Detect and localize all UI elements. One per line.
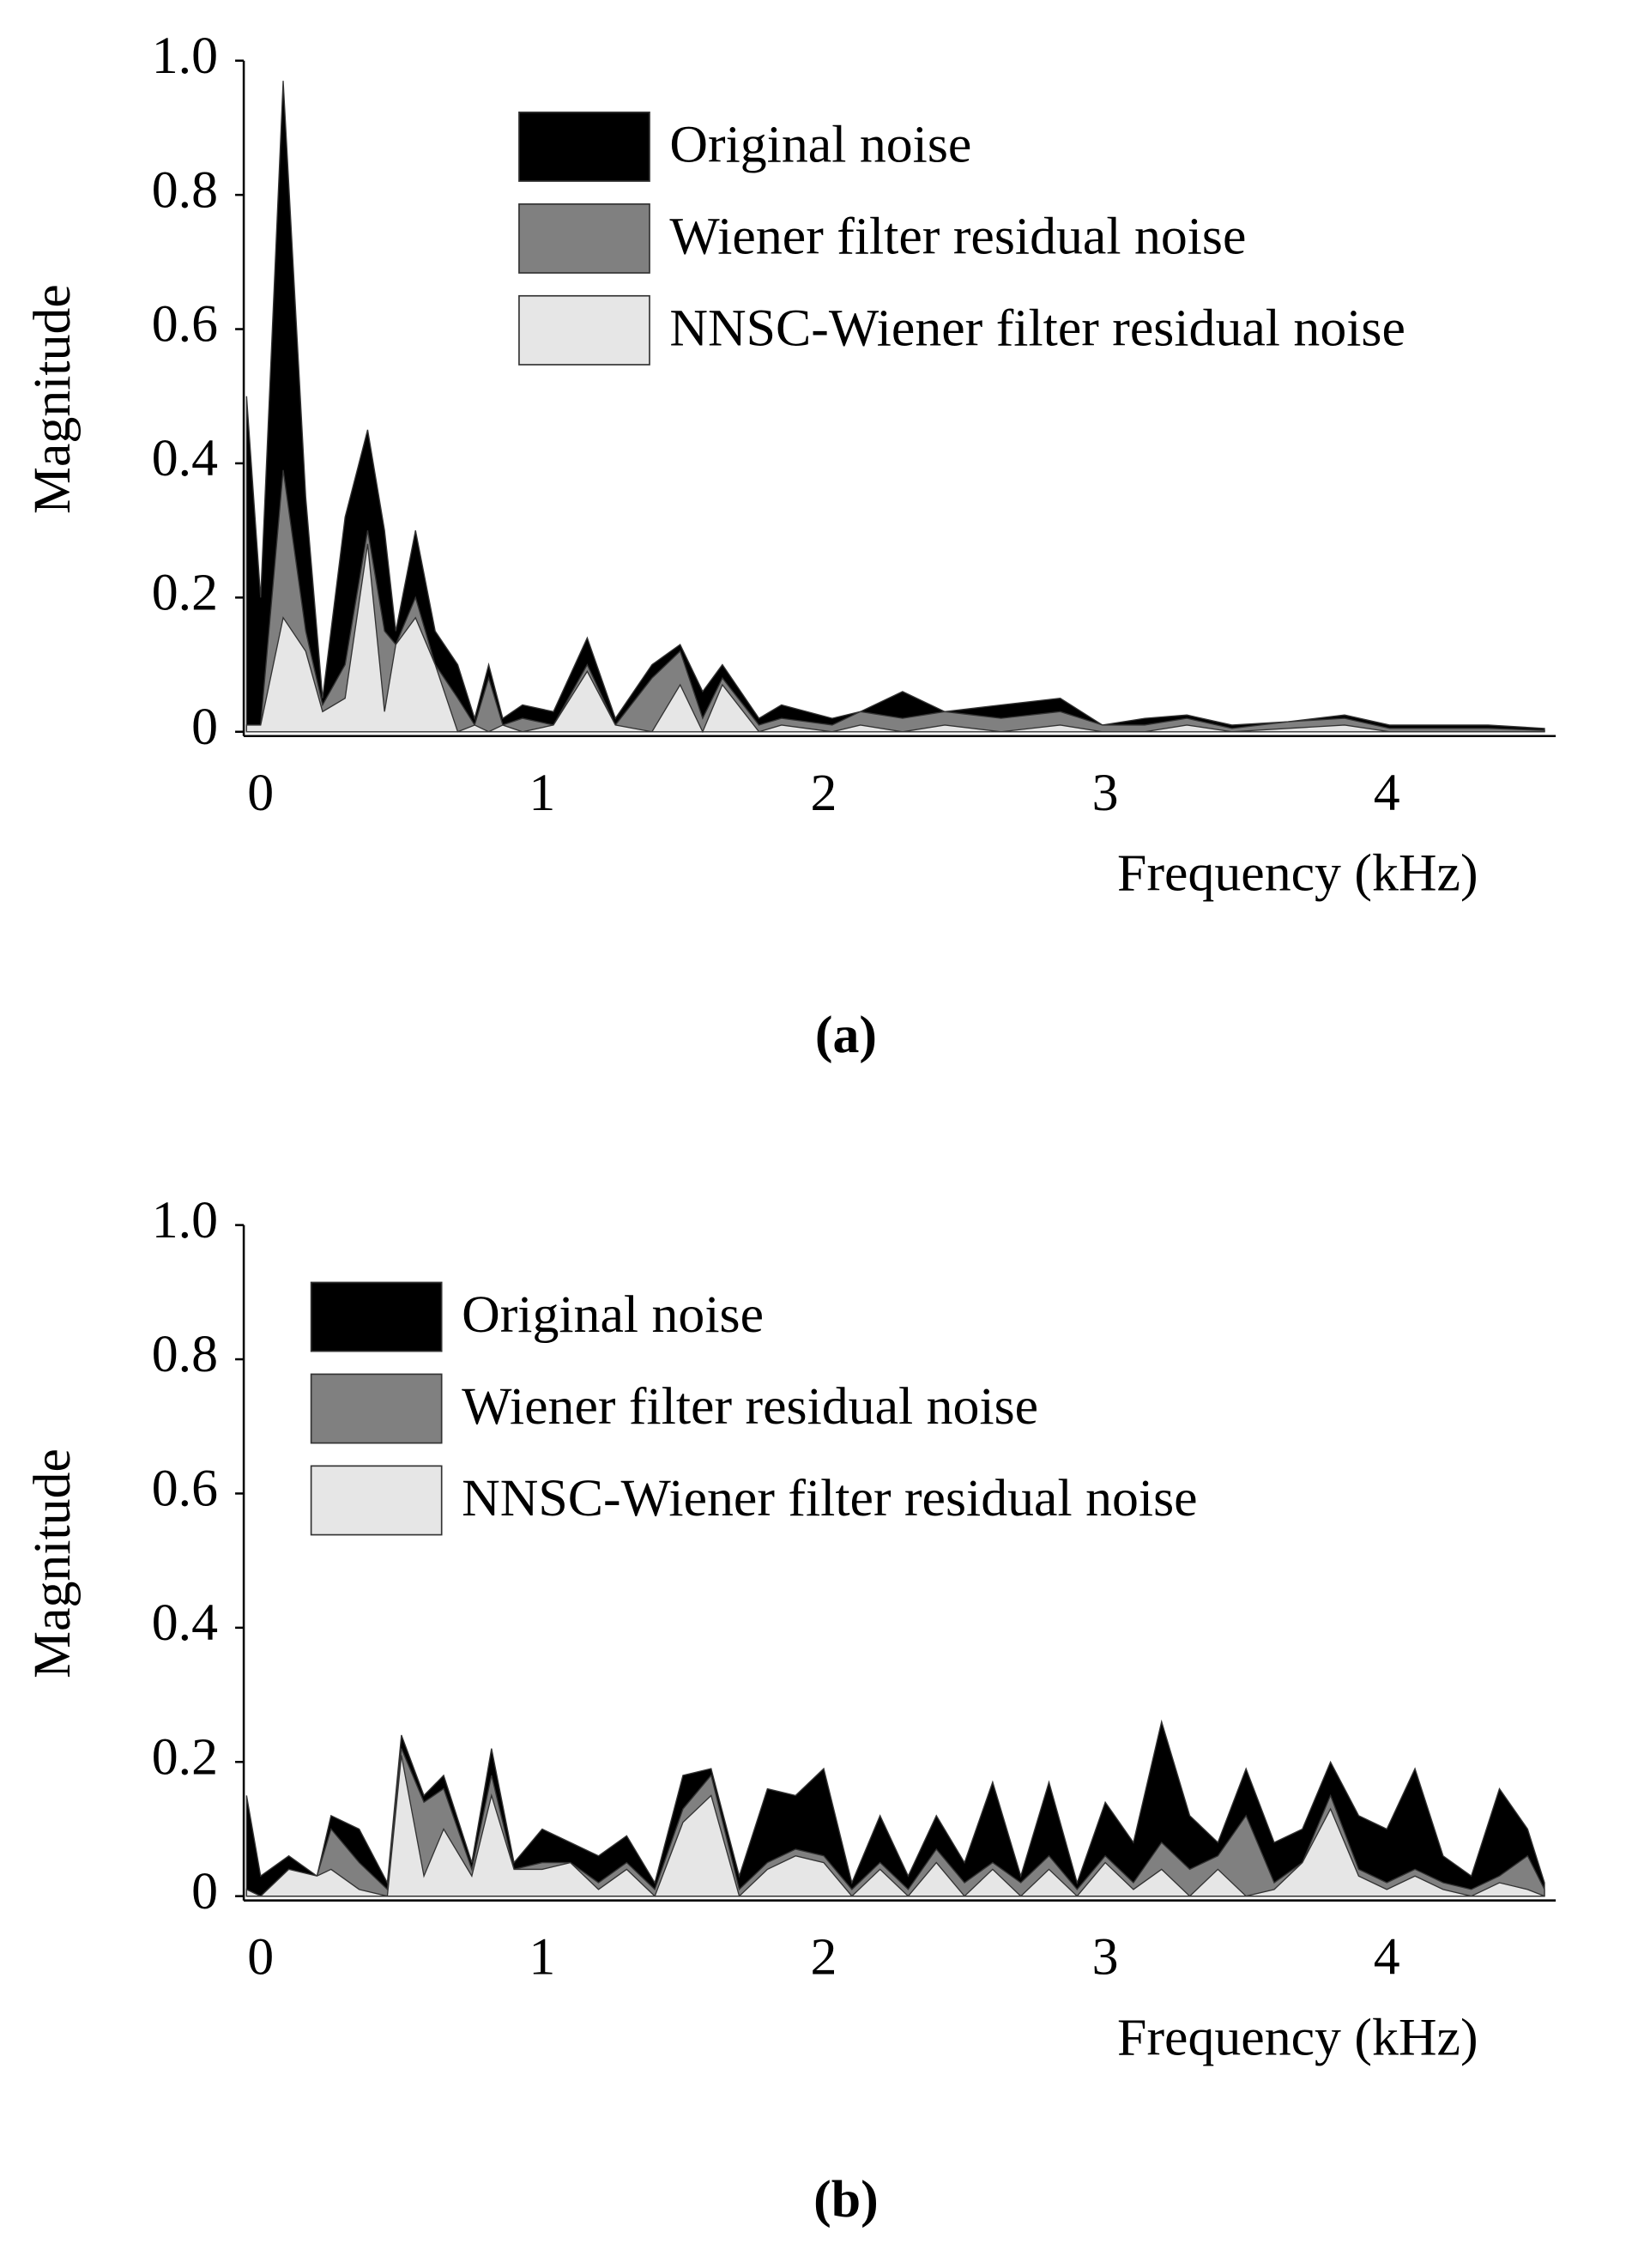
chart-panel: 0 0.2 0.4 0.6 0.8 1.0 0 1 2 3 4 Magnitude Frequency …: [23, 27, 1556, 1064]
legend-label: NNSC-Wiener filter residual noise: [462, 1469, 1198, 1527]
legend-swatch: [310, 1281, 443, 1352]
area: [245, 81, 1545, 733]
x-tick-label: 4: [1374, 1928, 1400, 1987]
y-tick-label: 0.6: [152, 295, 218, 354]
y-axis-label: Magnitude: [23, 284, 82, 514]
x-tick-label: 2: [811, 764, 837, 822]
chart-panel: 0 0.2 0.4 0.6 0.8 1.0 0 1 2 3 4 Magnitude Frequency …: [23, 1191, 1556, 2229]
area: [245, 543, 1544, 734]
panel-label: (a): [815, 1006, 877, 1064]
legend-swatch: [310, 1373, 443, 1444]
x-tick-label: 4: [1374, 764, 1400, 822]
legend-swatch: [518, 294, 650, 366]
x-tick-label: 0: [247, 1928, 274, 1987]
legend-label: Original noise: [462, 1285, 764, 1344]
x-tick-label: 3: [1092, 764, 1119, 822]
y-tick-label: 0.6: [152, 1460, 218, 1518]
y-tick-label: 1.0: [152, 1191, 218, 1249]
legend-label: NNSC-Wiener filter residual noise: [669, 299, 1405, 357]
y-tick-label: 0.8: [152, 160, 218, 219]
legend-swatch: [518, 203, 650, 274]
x-tick-label: 2: [811, 1928, 837, 1987]
legend-label: Wiener filter residual noise: [669, 207, 1246, 265]
y-tick-label: 0.4: [152, 1594, 218, 1652]
x-tick-label: 3: [1092, 1928, 1119, 1987]
y-tick-label: 0.8: [152, 1325, 218, 1383]
area: [245, 1748, 1545, 1897]
legend-label: Wiener filter residual noise: [462, 1377, 1038, 1436]
x-tick-label: 1: [529, 1928, 555, 1987]
y-tick-label: 0.2: [152, 1727, 218, 1786]
legend-label: Original noise: [669, 115, 971, 173]
panel-label: (b): [813, 2170, 879, 2229]
x-axis-label: Frequency (kHz): [1117, 844, 1478, 902]
legend-swatch: [518, 112, 650, 182]
x-tick-label: 0: [247, 764, 274, 822]
y-tick-label: 0.4: [152, 429, 218, 487]
legend-swatch: [310, 1465, 443, 1536]
y-axis-label: Magnitude: [23, 1448, 82, 1678]
area: [245, 1755, 1545, 1897]
y-tick-label: 1.0: [152, 27, 218, 85]
y-tick-label: 0: [191, 698, 218, 756]
y-tick-label: 0: [191, 1862, 218, 1920]
y-tick-label: 0.2: [152, 564, 218, 622]
x-tick-label: 1: [529, 764, 555, 822]
x-axis-label: Frequency (kHz): [1117, 2008, 1478, 2066]
